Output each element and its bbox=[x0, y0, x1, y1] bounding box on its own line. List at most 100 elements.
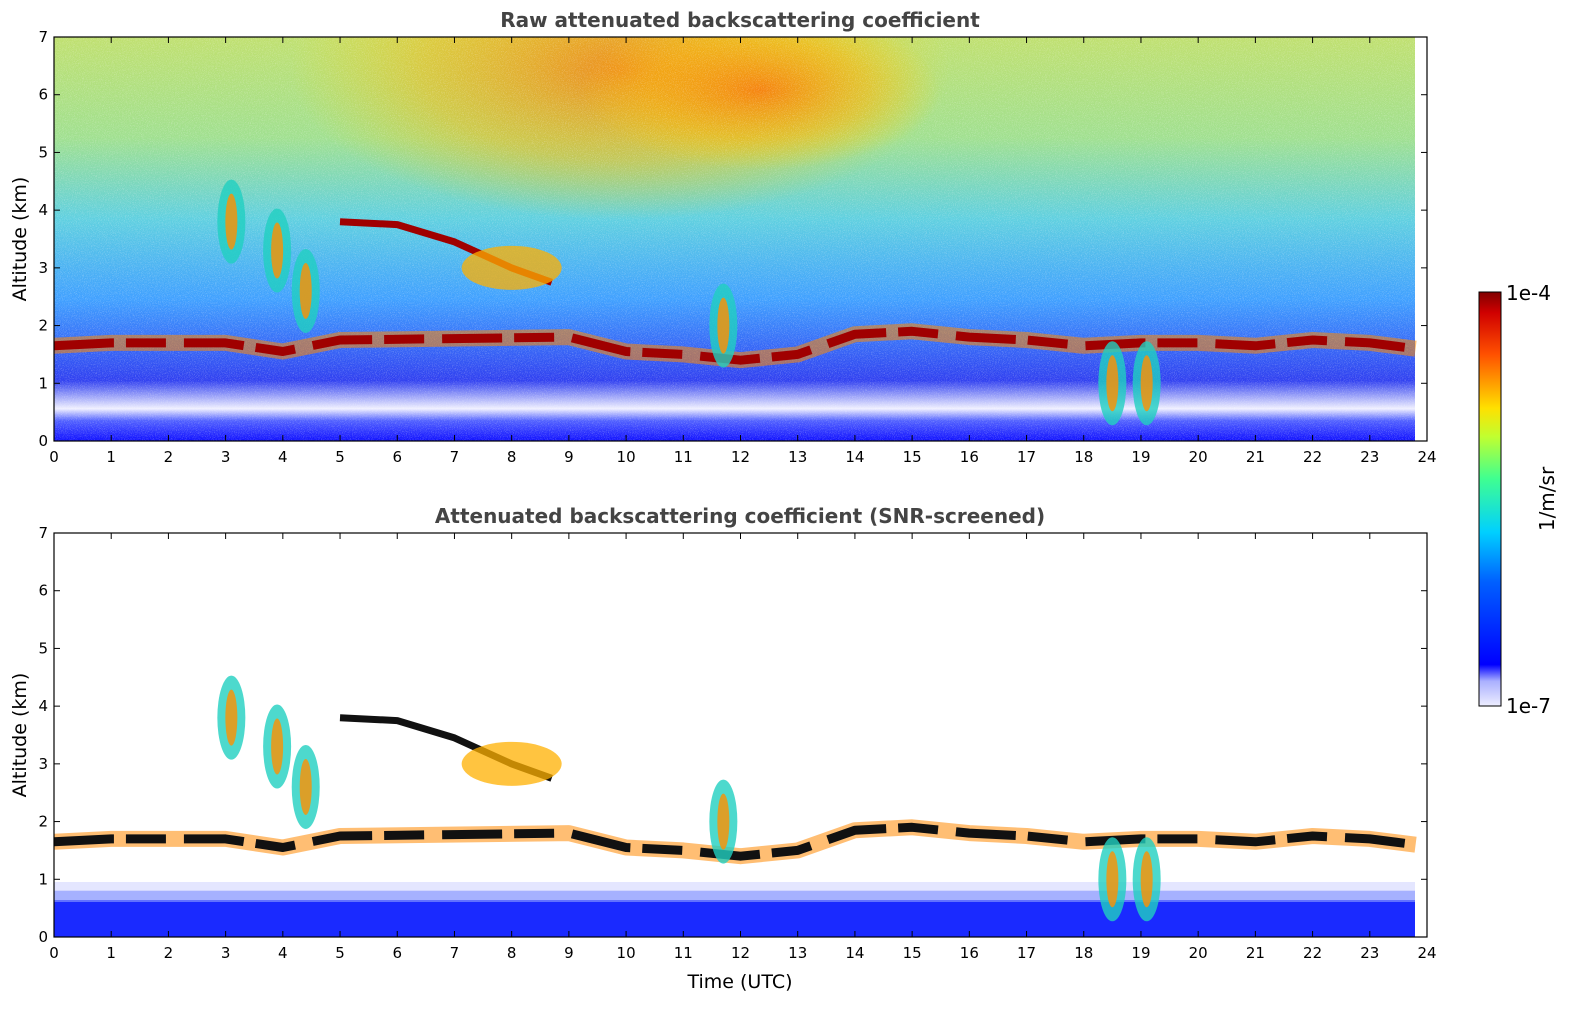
raw-panel-title: Raw attenuated backscattering coefficien… bbox=[500, 8, 980, 32]
x-tick-label: 22 bbox=[1303, 448, 1322, 466]
x-tick-label: 1 bbox=[106, 448, 116, 466]
x-tick-label: 24 bbox=[1417, 448, 1436, 466]
x-tick-label: 12 bbox=[731, 944, 750, 962]
x-tick-label: 22 bbox=[1303, 944, 1322, 962]
y-tick-label: 4 bbox=[38, 201, 48, 219]
fall-streak-core bbox=[1106, 851, 1119, 908]
x-tick-label: 7 bbox=[450, 944, 460, 962]
x-tick-label: 11 bbox=[674, 944, 693, 962]
fall-streak-core bbox=[299, 262, 312, 319]
x-tick-label: 23 bbox=[1360, 944, 1379, 962]
colorbar-max-label: 1e-4 bbox=[1506, 281, 1551, 305]
x-tick-label: 11 bbox=[674, 448, 693, 466]
x-tick-label: 20 bbox=[1189, 944, 1208, 962]
x-tick-label: 15 bbox=[903, 448, 922, 466]
fall-streak-core bbox=[225, 689, 238, 746]
y-tick-label: 6 bbox=[38, 582, 48, 600]
x-tick-label: 0 bbox=[49, 944, 59, 962]
ice-cloud-region bbox=[461, 741, 562, 786]
fall-streak-core bbox=[1140, 851, 1153, 908]
y-tick-label: 1 bbox=[38, 374, 48, 392]
screened-panel-title: Attenuated backscattering coefficient (S… bbox=[435, 504, 1045, 528]
x-tick-label: 2 bbox=[164, 944, 174, 962]
y-tick-label: 4 bbox=[38, 697, 48, 715]
fall-streak-core bbox=[271, 222, 284, 279]
x-tick-label: 19 bbox=[1131, 448, 1150, 466]
raw-grain bbox=[54, 37, 1415, 441]
colorbar-gradient bbox=[1478, 291, 1502, 707]
fall-streak-core bbox=[717, 297, 730, 354]
x-tick-label: 5 bbox=[335, 944, 345, 962]
screened-y-axis-label: Altitude (km) bbox=[9, 673, 31, 798]
y-tick-label: 5 bbox=[38, 143, 48, 161]
x-tick-label: 16 bbox=[960, 448, 979, 466]
x-tick-label: 9 bbox=[564, 944, 574, 962]
x-tick-label: 18 bbox=[1074, 944, 1093, 962]
x-tick-label: 6 bbox=[392, 448, 402, 466]
fall-streak-core bbox=[225, 193, 238, 250]
x-tick-label: 14 bbox=[845, 448, 864, 466]
x-tick-label: 16 bbox=[960, 944, 979, 962]
fall-streak-core bbox=[1140, 355, 1153, 412]
y-tick-label: 7 bbox=[38, 524, 48, 542]
screened-heatmap bbox=[54, 675, 1417, 937]
screened-axes-frame bbox=[53, 532, 1428, 938]
x-tick-label: 6 bbox=[392, 944, 402, 962]
raw-heatmap bbox=[54, 37, 1417, 441]
ice-cloud-region bbox=[461, 245, 562, 290]
raw-ticks: 0 1 2 3 4 5 6 7 8 9 10 11 12 13 14 15 16 17 18 19 20 21 22 23 24… bbox=[38, 28, 1436, 466]
y-tick-label: 3 bbox=[38, 755, 48, 773]
screened-x-axis-label: Time (UTC) bbox=[686, 971, 792, 993]
x-tick-label: 24 bbox=[1417, 944, 1436, 962]
raw-features bbox=[54, 179, 1417, 426]
colorbar-min-label: 1e-7 bbox=[1506, 694, 1551, 718]
x-tick-label: 9 bbox=[564, 448, 574, 466]
x-tick-label: 2 bbox=[164, 448, 174, 466]
y-tick-label: 5 bbox=[38, 639, 48, 657]
y-tick-label: 2 bbox=[38, 317, 48, 335]
x-tick-label: 4 bbox=[278, 944, 288, 962]
x-tick-label: 0 bbox=[49, 448, 59, 466]
y-tick-label: 7 bbox=[38, 28, 48, 46]
x-tick-label: 10 bbox=[617, 944, 636, 962]
x-tick-label: 12 bbox=[731, 448, 750, 466]
x-tick-label: 3 bbox=[221, 448, 231, 466]
fall-streak-core bbox=[717, 793, 730, 850]
raw-panel: Raw attenuated backscattering coefficien… bbox=[9, 8, 1437, 466]
x-tick-label: 7 bbox=[450, 448, 460, 466]
y-tick-label: 0 bbox=[38, 432, 48, 450]
cloud-layer bbox=[54, 326, 1417, 365]
x-tick-label: 19 bbox=[1131, 944, 1150, 962]
y-tick-label: 6 bbox=[38, 86, 48, 104]
x-tick-label: 13 bbox=[788, 944, 807, 962]
x-tick-label: 17 bbox=[1017, 944, 1036, 962]
x-tick-label: 4 bbox=[278, 448, 288, 466]
x-tick-label: 1 bbox=[106, 944, 116, 962]
screened-panel: Attenuated backscattering coefficient (S… bbox=[9, 504, 1437, 993]
cloud-layer bbox=[54, 822, 1417, 861]
x-tick-label: 15 bbox=[903, 944, 922, 962]
raw-y-axis-label: Altitude (km) bbox=[9, 177, 31, 302]
x-tick-label: 20 bbox=[1189, 448, 1208, 466]
screened-ticks: 0 1 2 3 4 5 6 7 8 9 10 11 12 13 14 15 16 17 18 19 20 21 22 23 24… bbox=[38, 524, 1436, 962]
screened-surface-haze bbox=[54, 890, 1415, 902]
screened-surface-layer bbox=[54, 900, 1415, 937]
x-tick-label: 17 bbox=[1017, 448, 1036, 466]
x-tick-label: 10 bbox=[617, 448, 636, 466]
fall-streak-core bbox=[271, 718, 284, 775]
x-tick-label: 23 bbox=[1360, 448, 1379, 466]
fall-streak-core bbox=[299, 758, 312, 815]
colorbar: 1e-4 1e-7 1/m/sr bbox=[1478, 281, 1559, 718]
y-tick-label: 3 bbox=[38, 259, 48, 277]
colorbar-unit-label: 1/m/sr bbox=[1535, 466, 1559, 531]
fall-streak-core bbox=[1106, 355, 1119, 412]
y-tick-label: 2 bbox=[38, 813, 48, 831]
x-tick-label: 8 bbox=[507, 944, 517, 962]
x-tick-label: 21 bbox=[1246, 944, 1265, 962]
screened-features bbox=[54, 675, 1417, 922]
x-tick-label: 5 bbox=[335, 448, 345, 466]
x-tick-label: 8 bbox=[507, 448, 517, 466]
x-tick-label: 14 bbox=[845, 944, 864, 962]
y-tick-label: 1 bbox=[38, 870, 48, 888]
